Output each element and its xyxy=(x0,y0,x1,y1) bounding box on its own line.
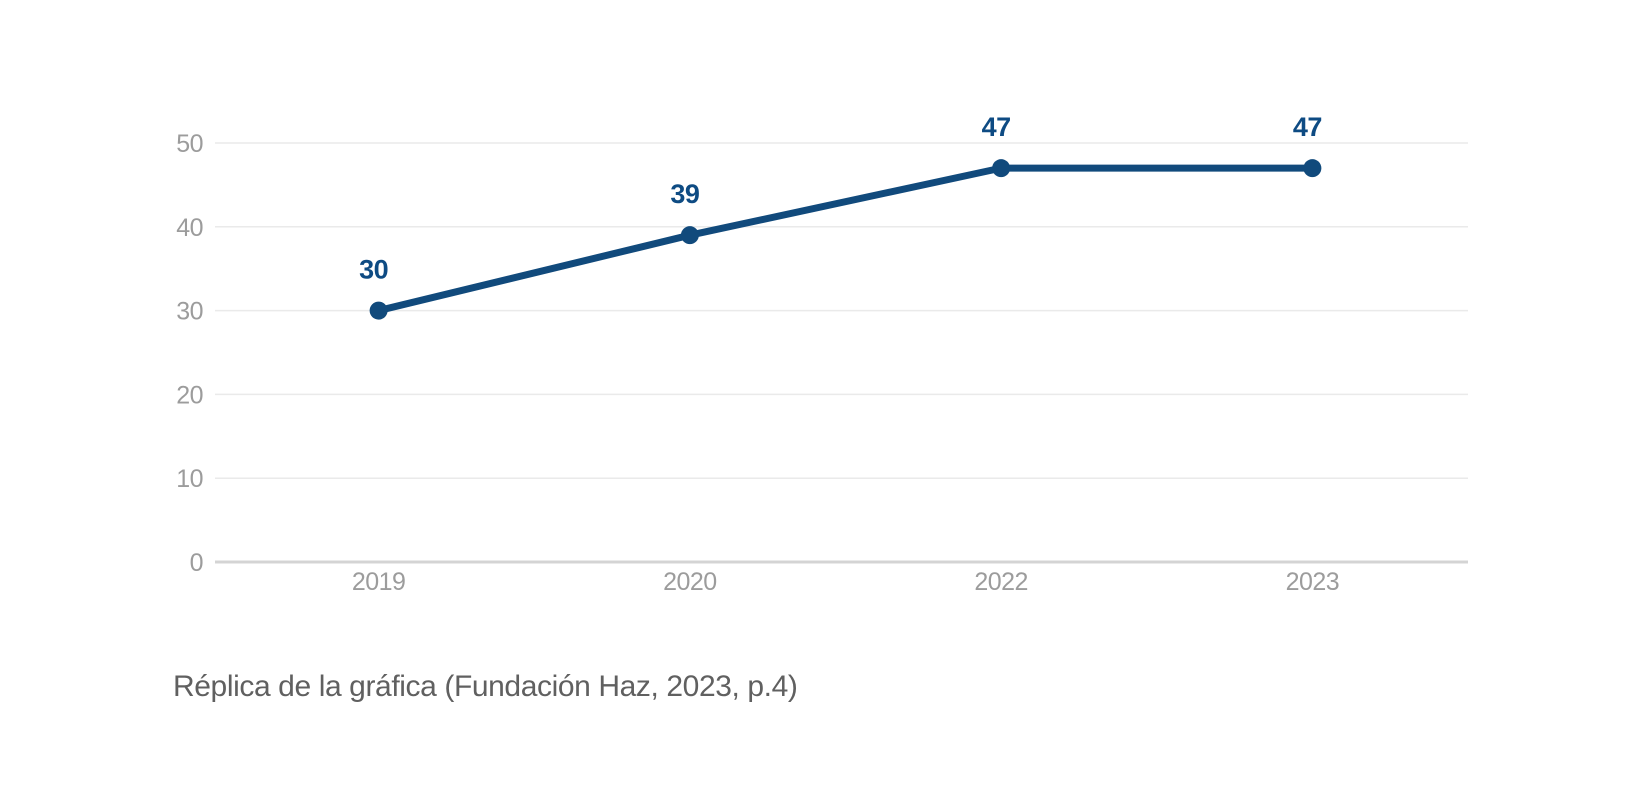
y-tick-label: 40 xyxy=(176,214,203,242)
x-tick-label: 2022 xyxy=(974,568,1028,596)
y-tick-label: 30 xyxy=(176,298,203,326)
data-point xyxy=(992,159,1011,178)
y-tick-label: 50 xyxy=(176,130,203,158)
line-series xyxy=(375,164,1316,315)
data-label: 30 xyxy=(359,255,388,285)
data-label: 47 xyxy=(1293,112,1322,142)
x-tick-label: 2019 xyxy=(352,568,406,596)
chart-caption: Réplica de la gráfica (Fundación Haz, 20… xyxy=(173,670,798,703)
data-point xyxy=(369,301,388,320)
x-tick-label: 2020 xyxy=(663,568,717,596)
y-tick-label: 0 xyxy=(190,549,203,577)
data-point xyxy=(1303,159,1322,178)
data-label: 39 xyxy=(670,179,700,209)
y-tick-label: 10 xyxy=(176,465,203,493)
y-tick-label: 20 xyxy=(176,381,203,409)
data-point xyxy=(680,226,699,245)
data-label: 47 xyxy=(982,112,1011,142)
x-tick-label: 2023 xyxy=(1286,568,1340,596)
